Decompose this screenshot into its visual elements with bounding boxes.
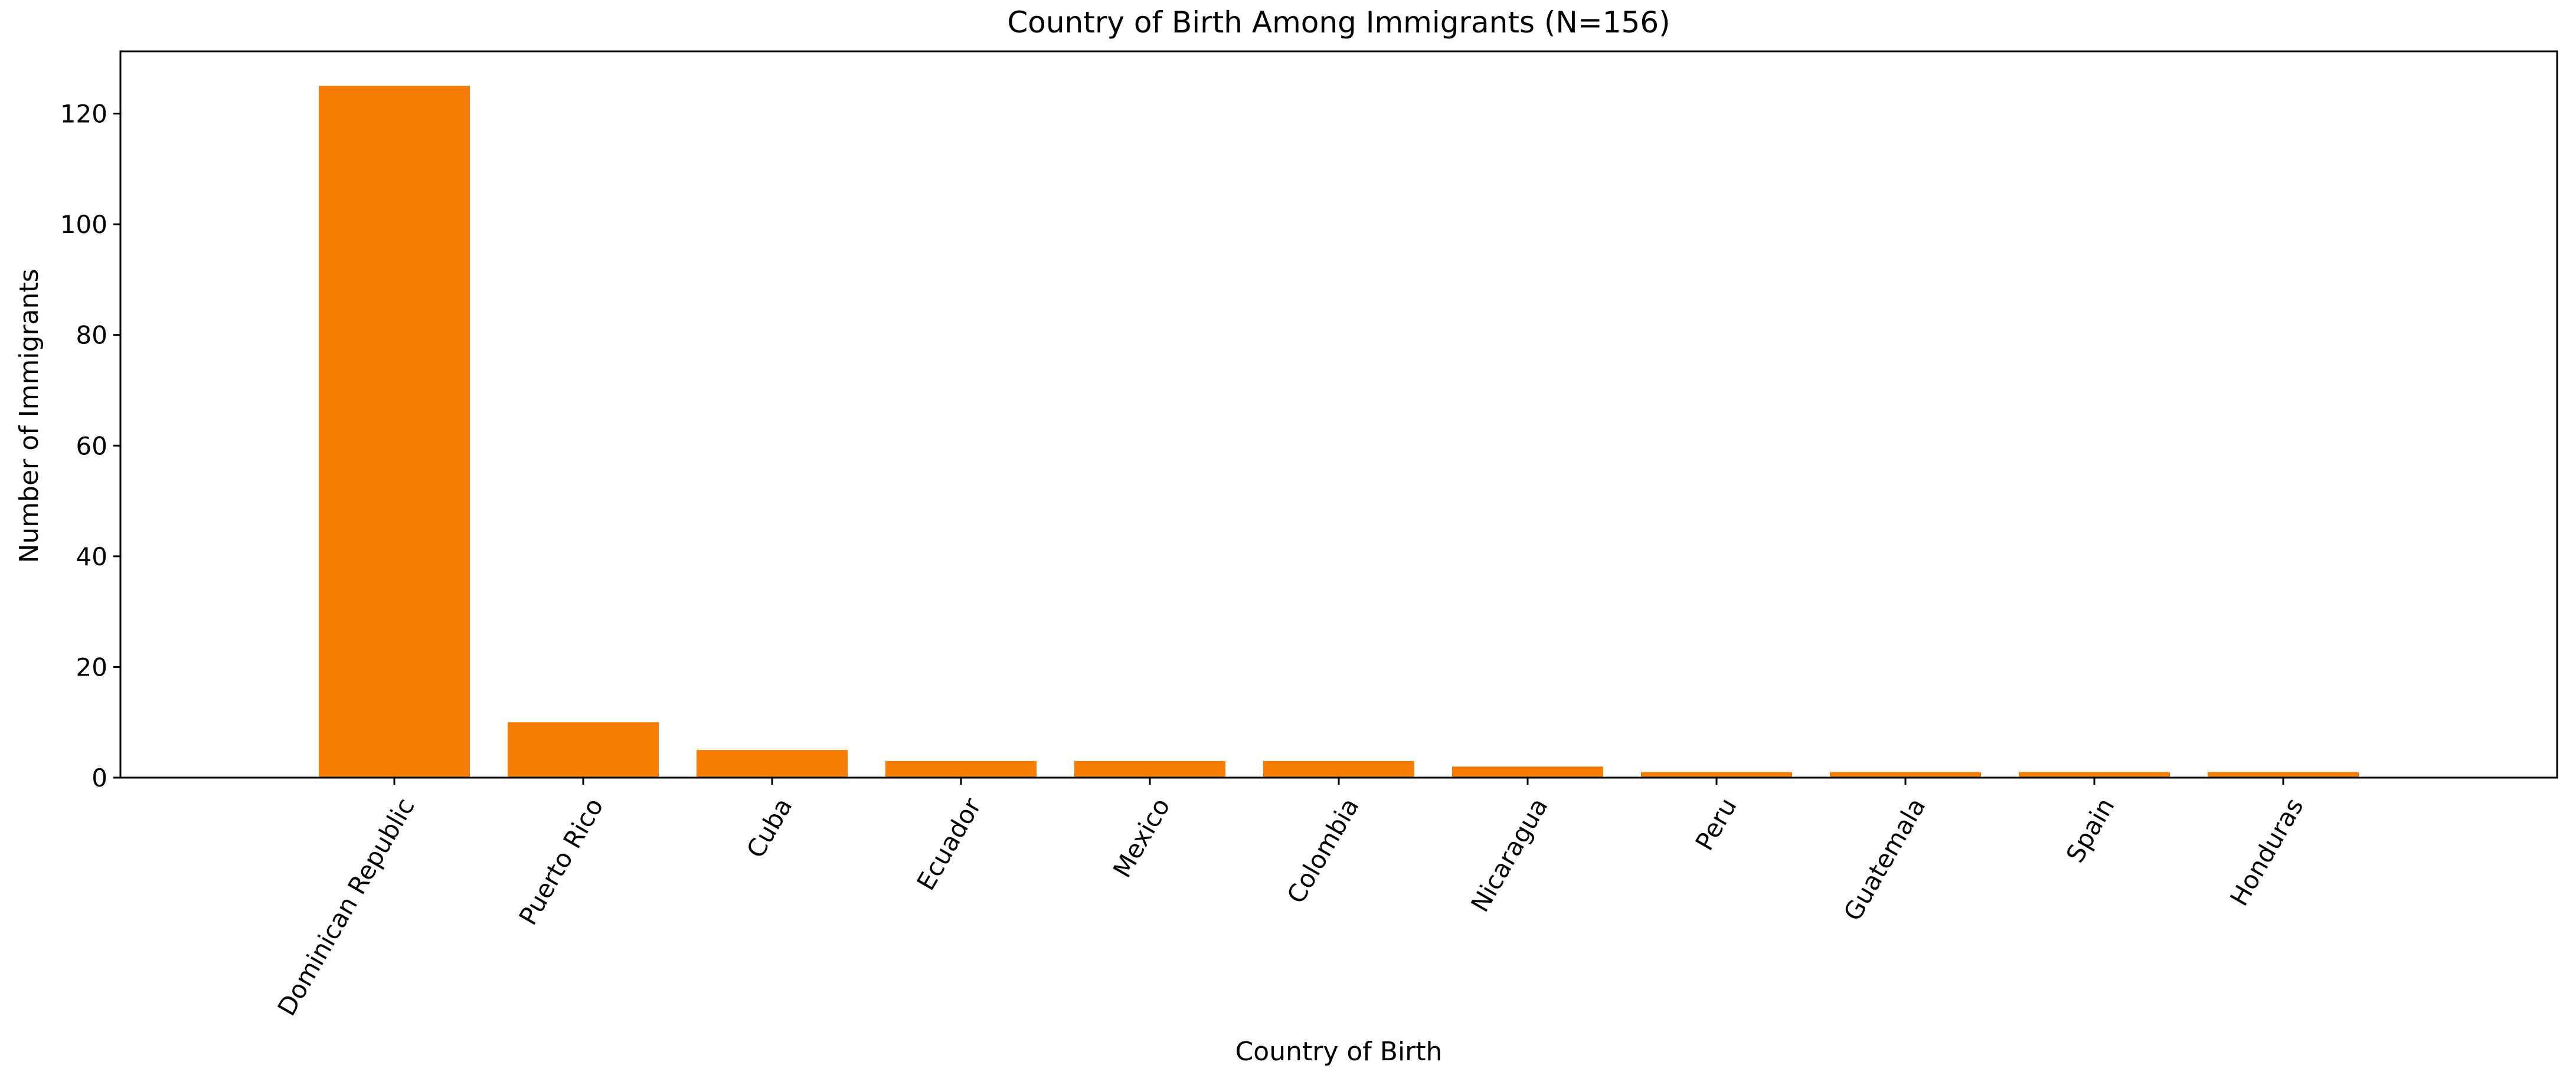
bar-colombia — [1263, 761, 1414, 778]
bar-ecuador — [885, 761, 1037, 778]
y-tick-label: 0 — [91, 763, 107, 792]
x-axis: Dominican Republic Puerto Rico Cuba Ecuador… — [272, 778, 2309, 1021]
y-tick-label: 60 — [76, 431, 107, 460]
x-tick-label: Guatemala — [1838, 793, 1931, 926]
y-axis-label: Number of Immigrants — [14, 268, 44, 563]
bars-group — [319, 86, 2359, 778]
x-tick-label: Honduras — [2224, 793, 2309, 911]
y-axis: 0 20 40 60 80 100 120 — [60, 100, 120, 792]
x-tick-label: Mexico — [1107, 793, 1176, 883]
bar-honduras — [2208, 772, 2359, 778]
plot-frame — [119, 50, 2558, 779]
bar-dominican-republic — [319, 86, 470, 778]
y-tick-label: 100 — [60, 210, 107, 239]
x-tick-label: Nicaragua — [1465, 793, 1553, 917]
x-tick-label: Puerto Rico — [514, 793, 609, 930]
x-tick-label: Peru — [1689, 793, 1742, 856]
y-tick-label: 20 — [76, 653, 107, 681]
x-tick-label: Ecuador — [911, 792, 987, 895]
x-axis-label: Country of Birth — [1235, 1037, 1443, 1067]
bar-mexico — [1074, 761, 1225, 778]
y-tick-label: 40 — [76, 542, 107, 571]
bar-spain — [2019, 772, 2170, 778]
bar-peru — [1641, 772, 1792, 778]
y-tick-label: 120 — [60, 100, 107, 129]
bar-guatemala — [1830, 772, 1981, 778]
bar-cuba — [697, 750, 848, 778]
bar-nicaragua — [1452, 766, 1603, 778]
chart-title: Country of Birth Among Immigrants (N=156… — [1007, 5, 1670, 40]
x-tick-label: Colombia — [1282, 793, 1365, 908]
x-tick-label: Dominican Republic — [272, 793, 420, 1021]
bar-puerto-rico — [508, 722, 659, 778]
x-tick-label: Cuba — [741, 793, 798, 863]
y-tick-label: 80 — [76, 321, 107, 350]
x-tick-label: Spain — [2061, 793, 2120, 867]
